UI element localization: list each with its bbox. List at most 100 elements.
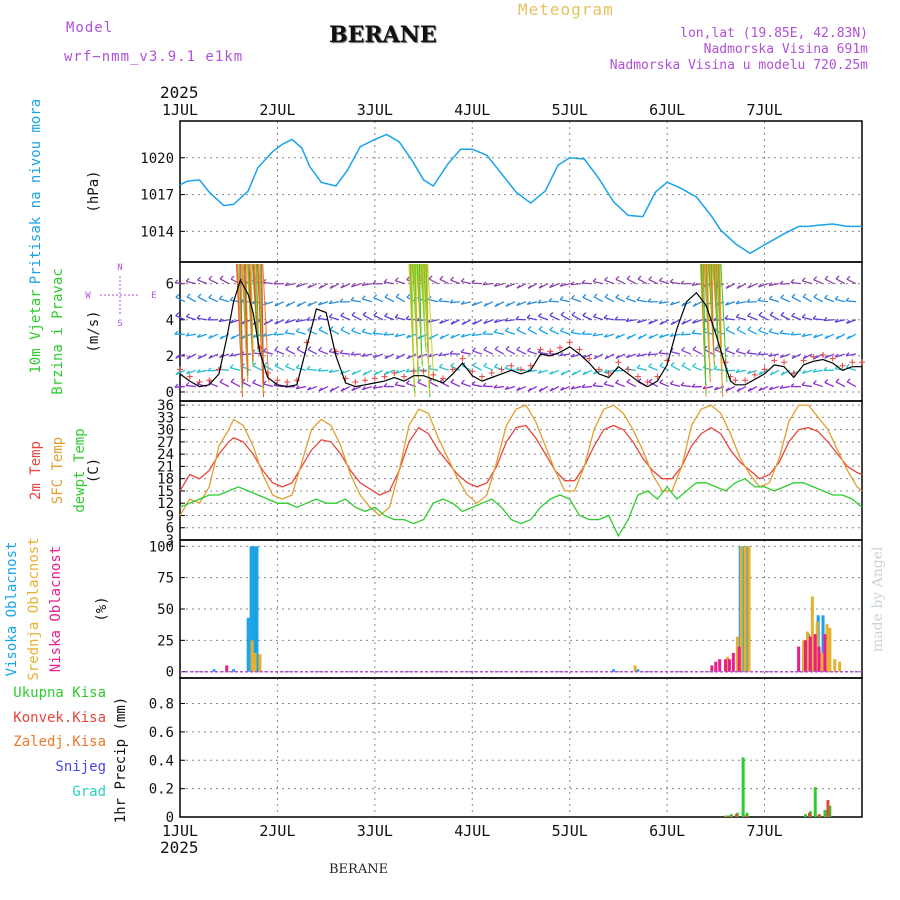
wind-arrow-head bbox=[384, 370, 389, 375]
wind-arrow bbox=[845, 353, 856, 357]
wind-arrow-head bbox=[262, 347, 267, 352]
wind-arrow bbox=[197, 296, 208, 303]
wind-arrow bbox=[604, 383, 615, 388]
product-title: Meteogram bbox=[518, 0, 614, 19]
wind-arrow bbox=[747, 369, 758, 375]
wind-arrow-head bbox=[626, 275, 631, 280]
wind-arrow bbox=[802, 369, 813, 375]
wind-arrow bbox=[637, 319, 648, 324]
wind-arrow bbox=[680, 333, 691, 336]
wind-marker bbox=[820, 351, 827, 358]
precip-legend-label: Ukupna Kisa bbox=[13, 685, 106, 701]
wind-arrow-head bbox=[252, 362, 257, 367]
wind-arrow-head bbox=[824, 335, 829, 340]
wind-arrow-head bbox=[691, 281, 696, 286]
wind-arrow-head bbox=[560, 386, 565, 391]
wind-arrow bbox=[295, 319, 306, 323]
wind-arrow bbox=[670, 350, 681, 355]
cloud-bar bbox=[815, 621, 819, 672]
wind-arrow-head bbox=[295, 385, 300, 390]
cloud-bar bbox=[821, 615, 825, 672]
precip-legend-label: Snijeg bbox=[55, 759, 106, 775]
wind-arrow bbox=[592, 280, 604, 285]
wind-marker bbox=[829, 355, 836, 362]
wind-arrow-head bbox=[604, 276, 608, 281]
wind-arrow-head bbox=[604, 293, 609, 298]
wind-arrow-head bbox=[571, 294, 575, 299]
wind-arrow bbox=[483, 365, 494, 371]
cloud-bar bbox=[825, 624, 829, 672]
wind-arrow-head bbox=[328, 348, 333, 353]
y-tick-label: 36 bbox=[157, 398, 174, 414]
wind-arrow bbox=[735, 301, 747, 305]
wind-arrow-head bbox=[362, 311, 367, 316]
wind-arrow-head bbox=[824, 379, 829, 383]
wind-arrow-head bbox=[350, 283, 355, 288]
wind-arrow bbox=[626, 353, 637, 359]
wind-arrow bbox=[813, 279, 824, 285]
wind-arrow bbox=[768, 283, 779, 287]
wind-arrow-head bbox=[295, 318, 300, 323]
wind-arrow-head bbox=[384, 312, 389, 317]
wind-arrow-head bbox=[691, 383, 696, 388]
wind-arrow-head bbox=[626, 378, 631, 383]
wind-marker bbox=[751, 371, 758, 378]
wind-arrow-head bbox=[538, 284, 543, 289]
wind-arrow-head bbox=[537, 369, 542, 374]
wind-arrow bbox=[428, 319, 439, 323]
wind-arrow-head bbox=[824, 354, 829, 359]
wind-fan-line bbox=[703, 263, 707, 386]
wind-arrow bbox=[691, 283, 702, 287]
wind-arrow bbox=[383, 281, 394, 285]
wind-arrow bbox=[813, 296, 824, 303]
wind-arrow bbox=[812, 318, 823, 321]
wind-arrow-head bbox=[438, 297, 443, 302]
wind-arrow-head bbox=[438, 352, 443, 356]
wind-arrow bbox=[527, 328, 538, 335]
wind-arrow bbox=[350, 299, 361, 303]
wind-arrow-head bbox=[450, 320, 455, 325]
wind-arrow bbox=[670, 383, 681, 388]
wind-arrow bbox=[780, 297, 791, 303]
wind-arrow bbox=[846, 278, 857, 285]
wind-arrow-head bbox=[207, 367, 212, 372]
wind-arrow-head bbox=[450, 276, 454, 281]
wind-arrow-head bbox=[801, 277, 806, 282]
wind-arrow-head bbox=[670, 362, 675, 366]
wind-arrow bbox=[824, 297, 835, 303]
wind-arrow bbox=[692, 319, 703, 324]
wind-arrow bbox=[262, 281, 273, 285]
wind-arrow-head bbox=[197, 276, 202, 281]
wind-arrow bbox=[439, 319, 450, 325]
wind-arrow-head bbox=[559, 352, 564, 356]
wind-arrow-head bbox=[669, 301, 674, 306]
x-tick-label-top: 4JUL bbox=[454, 101, 490, 119]
wind-arrow-head bbox=[340, 284, 345, 289]
wind-arrow bbox=[758, 329, 769, 335]
wind-arrow-head bbox=[648, 276, 653, 281]
wind-arrow-head bbox=[208, 294, 213, 299]
wind-arrow bbox=[362, 314, 373, 321]
wind-arrow-head bbox=[625, 317, 630, 322]
wind-arrow-head bbox=[284, 282, 289, 287]
wind-arrow-head bbox=[318, 326, 323, 331]
wind-marker bbox=[644, 379, 651, 386]
wind-arrow bbox=[241, 365, 252, 371]
wind-arrow bbox=[615, 278, 626, 285]
y-tick-label: 21 bbox=[157, 459, 174, 475]
panel-label: SFC Temp bbox=[50, 437, 66, 504]
wind-arrow bbox=[460, 351, 471, 355]
wind-arrow bbox=[417, 381, 428, 388]
wind-arrow-head bbox=[603, 333, 608, 338]
wind-arrow bbox=[186, 369, 197, 375]
wind-arrow bbox=[428, 278, 439, 285]
wind-arrow-head bbox=[692, 319, 696, 324]
cloud-bar bbox=[828, 627, 832, 672]
wind-arrow bbox=[549, 329, 560, 335]
unit-label: 1hr Precip (mm) bbox=[113, 697, 129, 823]
wind-marker bbox=[459, 355, 466, 362]
wind-arrow bbox=[317, 369, 328, 372]
wind-arrow-head bbox=[186, 355, 191, 360]
wind-arrow bbox=[812, 369, 823, 373]
wind-arrow bbox=[317, 317, 328, 321]
